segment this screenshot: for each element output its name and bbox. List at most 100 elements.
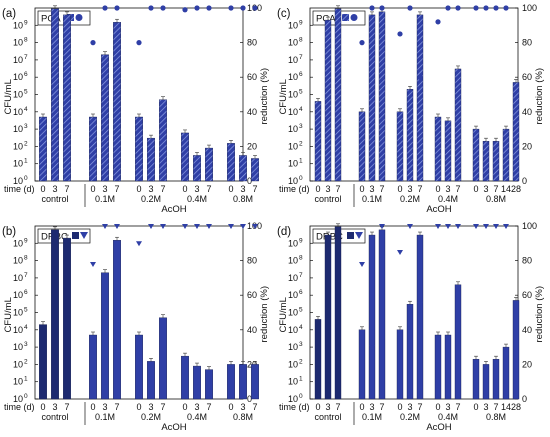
reduction-marker bbox=[136, 241, 142, 247]
day-label: 14 bbox=[501, 402, 511, 412]
treatment-bar bbox=[492, 140, 500, 182]
y-tick-label: 10 bbox=[288, 72, 298, 82]
reduction-marker bbox=[228, 224, 234, 229]
day-label: 7 bbox=[455, 184, 460, 194]
x-axis-title: AcOH bbox=[161, 204, 186, 215]
y-tick-label: 10 bbox=[288, 342, 298, 352]
reduction-marker bbox=[435, 224, 441, 229]
day-label: 0 bbox=[136, 184, 141, 194]
treatment-bar bbox=[454, 68, 462, 182]
treatment-bar bbox=[358, 111, 366, 182]
day-label: 7 bbox=[64, 184, 69, 194]
y-tick-label: 10 bbox=[288, 90, 298, 100]
day-label: 7 bbox=[252, 402, 257, 412]
y-tick-exponent: 6 bbox=[299, 71, 303, 78]
day-label: 3 bbox=[325, 184, 330, 194]
group-label: 0.4M bbox=[438, 194, 458, 204]
control-bar bbox=[39, 116, 47, 182]
control-label: control bbox=[314, 412, 341, 422]
day-label: 7 bbox=[335, 402, 340, 412]
y-tick-label: 10 bbox=[13, 238, 23, 248]
day-label: 7 bbox=[379, 184, 384, 194]
reduction-marker bbox=[473, 224, 479, 229]
treatment-bar bbox=[159, 99, 167, 182]
day-label: 7 bbox=[160, 402, 165, 412]
reduction-marker bbox=[228, 5, 234, 11]
group-label: 0.2M bbox=[400, 194, 420, 204]
control-bar bbox=[63, 237, 71, 400]
y-tick-exponent: 2 bbox=[24, 358, 28, 365]
y-tick-exponent: 1 bbox=[24, 158, 28, 165]
y-tick-exponent: 5 bbox=[299, 89, 303, 96]
y2-tick-label: 0 bbox=[522, 176, 527, 186]
panel-b: (b)1001011021031041051061071081090204060… bbox=[2, 221, 270, 433]
reduction-marker bbox=[182, 7, 188, 13]
treatment-bar bbox=[113, 22, 121, 182]
group-label: 0.4M bbox=[187, 194, 207, 204]
reduction-marker bbox=[435, 19, 441, 25]
reduction-marker bbox=[503, 5, 509, 11]
treatment-bar bbox=[251, 158, 259, 182]
y2-tick-label: 20 bbox=[522, 141, 532, 151]
reduction-marker bbox=[455, 5, 461, 11]
control-bar bbox=[51, 229, 59, 400]
treatment-bar bbox=[135, 116, 143, 182]
y-tick-exponent: 8 bbox=[299, 255, 303, 262]
y2-axis-title: reduction (%) bbox=[534, 286, 545, 343]
day-label: 0 bbox=[359, 402, 364, 412]
y-tick-exponent: 0 bbox=[299, 393, 303, 400]
group-label: 0.8M bbox=[233, 412, 253, 422]
group-label: 0.8M bbox=[486, 194, 506, 204]
y-tick-label: 10 bbox=[13, 107, 23, 117]
y-tick-exponent: 4 bbox=[24, 106, 28, 113]
y-tick-label: 10 bbox=[13, 176, 23, 186]
treatment-bar bbox=[472, 358, 480, 400]
treatment-bar bbox=[181, 132, 189, 182]
y2-tick-label: 100 bbox=[522, 3, 537, 13]
day-label: 28 bbox=[511, 402, 521, 412]
y-tick-exponent: 3 bbox=[299, 341, 303, 348]
y-tick-label: 10 bbox=[13, 141, 23, 151]
reduction-marker bbox=[102, 5, 108, 11]
day-label: 3 bbox=[325, 402, 330, 412]
treatment-bar bbox=[368, 234, 376, 400]
y2-tick-label: 80 bbox=[522, 256, 532, 266]
reduction-marker bbox=[493, 224, 499, 229]
y2-tick-label: 40 bbox=[522, 325, 532, 335]
day-label: 7 bbox=[455, 402, 460, 412]
y-tick-label: 10 bbox=[288, 107, 298, 117]
y2-tick-label: 40 bbox=[247, 325, 257, 335]
treatment-bar bbox=[113, 240, 121, 400]
x-axis-title: AcOH bbox=[161, 422, 186, 433]
group-label: 0.2M bbox=[141, 194, 161, 204]
reduction-marker bbox=[114, 224, 120, 229]
treatment-bar bbox=[378, 11, 386, 182]
y-tick-label: 10 bbox=[288, 290, 298, 300]
day-label: 3 bbox=[240, 184, 245, 194]
y2-tick-label: 40 bbox=[247, 107, 257, 117]
x-axis-title: AcOH bbox=[426, 422, 451, 433]
control-label: control bbox=[41, 412, 68, 422]
treatment-bar bbox=[205, 147, 213, 182]
treatment-bar bbox=[227, 364, 235, 400]
reduction-marker bbox=[379, 224, 385, 229]
panel-label: (c) bbox=[277, 8, 291, 20]
y-tick-exponent: 6 bbox=[299, 289, 303, 296]
y-tick-label: 10 bbox=[13, 159, 23, 169]
y2-tick-label: 80 bbox=[247, 256, 257, 266]
day-label: 3 bbox=[102, 402, 107, 412]
y-tick-label: 10 bbox=[13, 124, 23, 134]
day-label: 3 bbox=[445, 402, 450, 412]
day-label: 3 bbox=[194, 184, 199, 194]
reduction-marker bbox=[240, 5, 246, 11]
reduction-marker bbox=[136, 40, 142, 46]
y-tick-label: 10 bbox=[13, 290, 23, 300]
treatment-bar bbox=[444, 334, 452, 400]
y-tick-label: 10 bbox=[13, 394, 23, 404]
group-label: 0.1M bbox=[95, 194, 115, 204]
treatment-bar bbox=[239, 364, 247, 400]
treatment-bar bbox=[416, 14, 424, 182]
treatment-bar bbox=[368, 14, 376, 182]
y2-tick-label: 80 bbox=[247, 38, 257, 48]
